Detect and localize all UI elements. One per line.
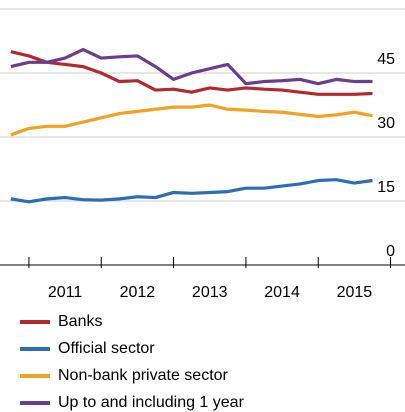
series-line <box>10 178 373 204</box>
legend-label: Banks <box>58 313 102 330</box>
y-tick-label: 30 <box>377 115 395 132</box>
series-line <box>10 50 373 96</box>
legend-label: Official sector <box>58 340 155 357</box>
legend: Banks Official sector Non-bank private sec… <box>20 313 245 411</box>
x-tick-label: 2012 <box>120 284 156 301</box>
series-line <box>10 47 373 86</box>
y-tick-label: 15 <box>377 179 395 196</box>
x-tick-label: 2014 <box>264 284 300 301</box>
x-tick-label: 2015 <box>337 284 373 301</box>
y-tick-label: 45 <box>377 51 395 68</box>
plot-area <box>0 47 405 268</box>
x-tick-label: 2013 <box>192 284 228 301</box>
series-line <box>10 103 373 137</box>
legend-label: Non-bank private sector <box>58 367 229 384</box>
legend-label: Up to and including 1 year <box>58 394 245 411</box>
x-tick-label: 2011 <box>48 284 83 301</box>
y-tick-label: 0 <box>386 243 395 260</box>
